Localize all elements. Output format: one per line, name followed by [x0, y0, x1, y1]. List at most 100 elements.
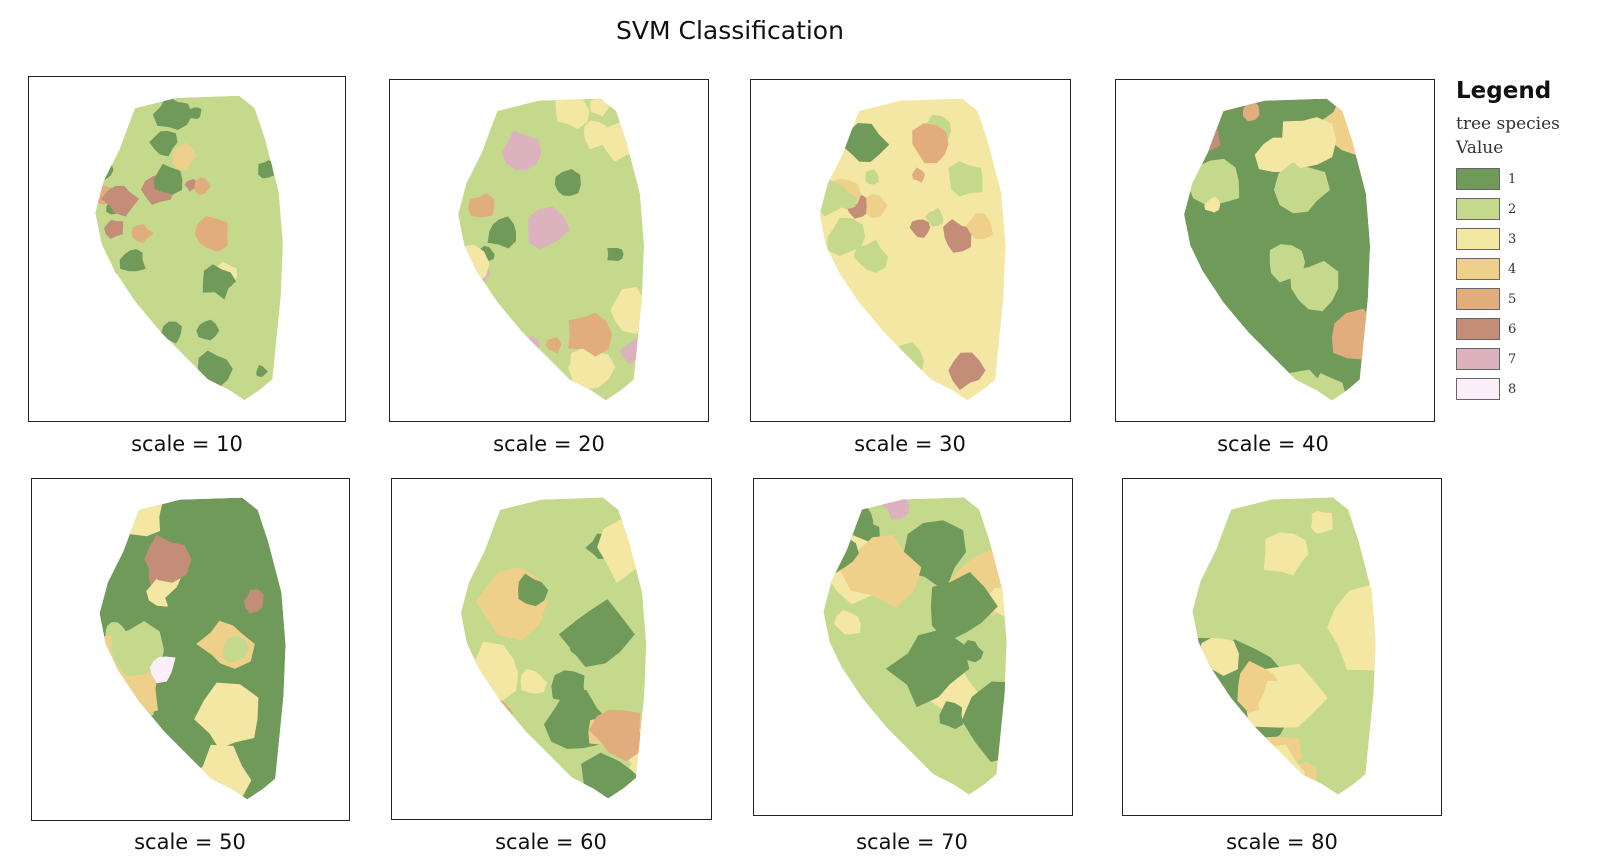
- map-class-patch: [554, 168, 581, 196]
- map-class-patch: [258, 160, 275, 179]
- map-class-patch: [194, 682, 259, 749]
- map-class-patch: [833, 609, 861, 635]
- map-class-patch: [165, 570, 218, 624]
- map-class-patch: [117, 497, 164, 537]
- map-class-patch: [1349, 312, 1363, 331]
- map-class-patch: [961, 640, 984, 663]
- legend-item: 5: [1456, 284, 1606, 314]
- map-class-patch: [853, 239, 889, 273]
- legend-swatch: [1456, 348, 1500, 370]
- map-class-patch: [189, 107, 202, 120]
- map-class-patch: [202, 264, 237, 300]
- map-class-patch: [1198, 637, 1239, 676]
- map-class-patch: [1192, 735, 1218, 762]
- map-class-patch: [1258, 680, 1291, 725]
- map-class-patch: [1208, 336, 1248, 379]
- legend-item-label: 4: [1508, 261, 1517, 277]
- map-class-patch: [144, 534, 192, 583]
- legend-item-label: 3: [1508, 231, 1517, 247]
- map-class-patch: [1310, 510, 1333, 534]
- map-class-patch: [460, 714, 492, 743]
- legend-item: 1: [1456, 164, 1606, 194]
- map-panel-scale-80: [1122, 478, 1442, 816]
- map-class-patch: [930, 571, 998, 643]
- map-class-patch: [1242, 100, 1260, 122]
- map-class-patch: [131, 224, 154, 243]
- legend-value-label: Value: [1456, 138, 1504, 158]
- legend-swatch: [1456, 228, 1500, 250]
- map-class-patch: [948, 161, 983, 197]
- map-class-patch: [909, 219, 931, 238]
- legend-item-label: 8: [1508, 381, 1517, 397]
- legend-item-label: 7: [1508, 351, 1517, 367]
- legend-item-label: 5: [1508, 291, 1517, 307]
- map-class-patch: [486, 364, 528, 401]
- map-class-patch: [589, 98, 610, 117]
- map-class-patch: [101, 102, 118, 115]
- map-class-patch: [487, 216, 517, 249]
- legend-swatch: [1456, 288, 1500, 310]
- map-scale-60: [460, 497, 647, 799]
- map-class-patch: [458, 133, 476, 153]
- map-class-patch: [961, 681, 1007, 763]
- map-class-patch: [1203, 178, 1218, 194]
- map-class-patch: [555, 98, 590, 129]
- map-scale-30: [819, 98, 1006, 401]
- map-class-patch: [819, 367, 847, 400]
- map-classes-layer: [460, 497, 647, 799]
- map-class-patch: [1263, 532, 1309, 576]
- map-class-patch: [501, 130, 542, 171]
- map-classes-layer: [819, 98, 1006, 401]
- map-class-patch: [197, 350, 233, 388]
- map-class-patch: [124, 727, 151, 754]
- map-class-patch: [119, 249, 146, 272]
- map-class-patch: [1282, 117, 1337, 169]
- legend-items: 1 2 3 4 5 6 7 8: [1456, 164, 1606, 404]
- map-class-patch: [866, 193, 888, 219]
- legend-swatch: [1456, 258, 1500, 280]
- map-class-patch: [965, 213, 993, 240]
- map-scale-50: [99, 497, 286, 800]
- map-class-patch: [1327, 583, 1376, 671]
- map-class-patch: [99, 698, 120, 719]
- map-class-patch: [194, 215, 228, 252]
- map-class-patch: [588, 709, 643, 762]
- legend-item-label: 6: [1508, 321, 1517, 337]
- map-class-patch: [925, 207, 944, 227]
- legend-swatch: [1456, 378, 1500, 400]
- caption-scale-50: scale = 50: [134, 830, 246, 854]
- legend-item: 6: [1456, 314, 1606, 344]
- map-class-patch: [865, 169, 879, 185]
- map-class-patch: [149, 656, 176, 684]
- map-class-patch: [1213, 364, 1238, 390]
- map-class-patch: [607, 247, 624, 262]
- legend: Legend tree species Value 1 2 3 4 5 6 7 …: [1456, 78, 1606, 404]
- figure-title: SVM Classification: [616, 16, 844, 45]
- map-panel-scale-40: [1115, 79, 1435, 422]
- legend-item: 2: [1456, 194, 1606, 224]
- map-classes-layer: [458, 98, 645, 401]
- map-class-patch: [939, 700, 964, 730]
- legend-item: 4: [1456, 254, 1606, 284]
- map-class-patch: [1269, 244, 1306, 283]
- map-class-patch: [610, 286, 645, 335]
- map-class-patch: [838, 191, 856, 209]
- map-class-patch: [467, 193, 495, 218]
- legend-item-label: 1: [1508, 171, 1517, 187]
- map-class-patch: [194, 177, 212, 196]
- map-class-patch: [110, 621, 164, 677]
- map-class-patch: [568, 351, 616, 390]
- legend-item: 7: [1456, 344, 1606, 374]
- map-class-patch: [545, 336, 562, 354]
- legend-title: Legend: [1456, 78, 1552, 104]
- legend-item: 3: [1456, 224, 1606, 254]
- map-background-class: [1192, 497, 1376, 795]
- map-class-patch: [492, 342, 530, 379]
- map-class-patch: [885, 629, 970, 708]
- map-scale-70: [823, 497, 1007, 795]
- map-panel-scale-60: [391, 478, 712, 820]
- caption-scale-30: scale = 30: [854, 432, 966, 456]
- map-class-patch: [1204, 196, 1221, 213]
- map-classes-layer: [1192, 497, 1376, 795]
- map-class-patch: [567, 611, 614, 662]
